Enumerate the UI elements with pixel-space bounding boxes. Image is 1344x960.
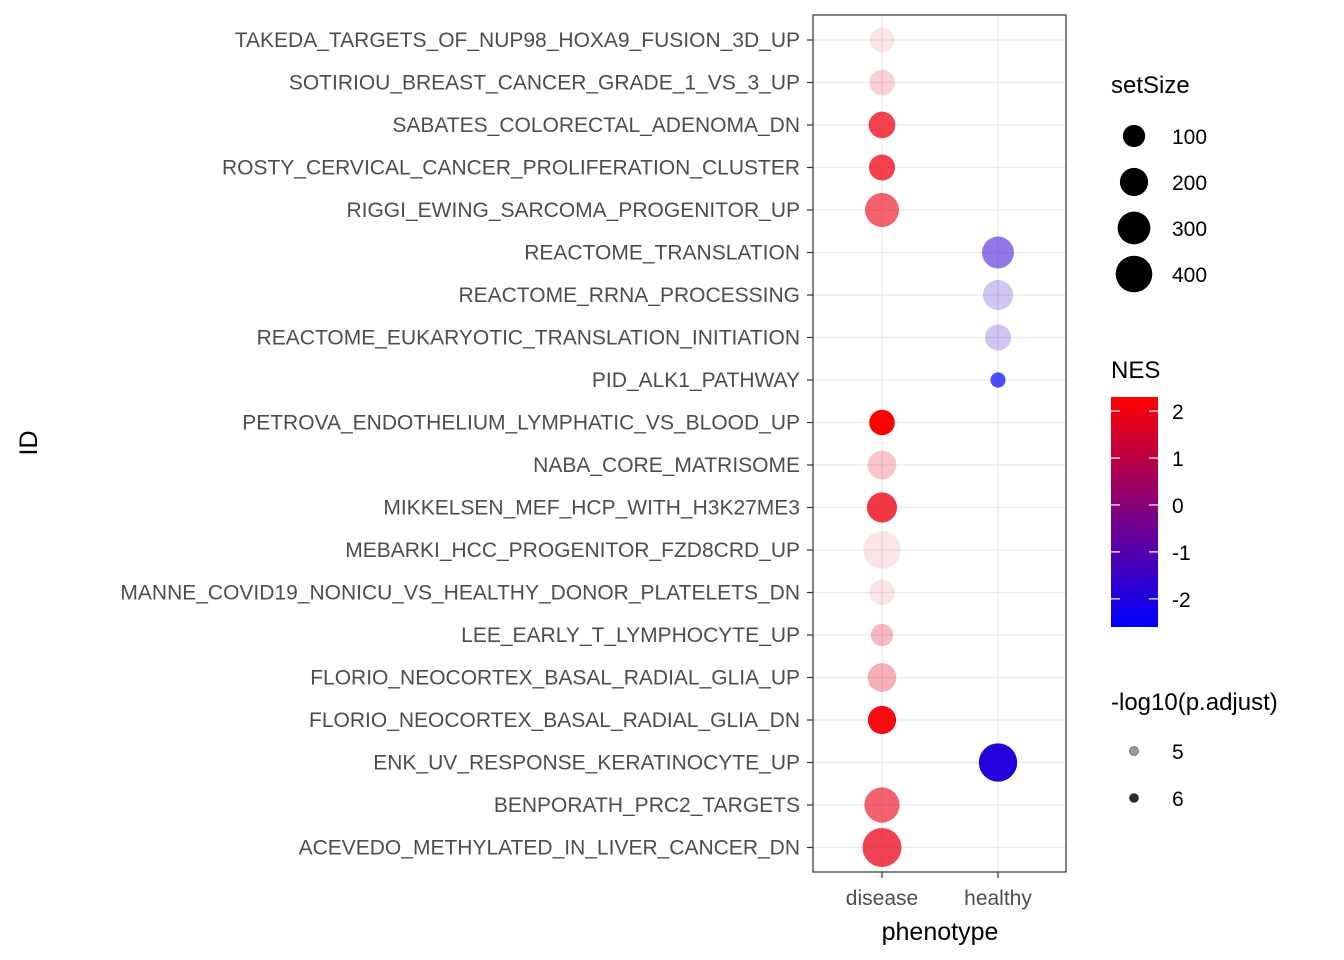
data-point: [869, 27, 895, 53]
data-point: [982, 236, 1014, 269]
y-tick-label: REACTOME_EUKARYOTIC_TRANSLATION_INITIATI…: [257, 327, 800, 350]
legend-padjust-key: [1129, 746, 1139, 756]
panel-background: [813, 15, 1066, 872]
y-tick-label: ACEVEDO_METHYLATED_IN_LIVER_CANCER_DN: [299, 837, 800, 860]
x-axis-title: phenotype: [882, 918, 999, 946]
panel-border: [812, 14, 1067, 873]
data-point: [865, 193, 899, 227]
data-point: [982, 279, 1014, 311]
legend-padjust-title: -log10(p.adjust): [1111, 689, 1278, 716]
legend-size-label: 200: [1172, 172, 1207, 195]
legend-nes-label: -1: [1172, 542, 1191, 565]
data-point: [869, 579, 895, 606]
y-tick-label: SOTIRIOU_BREAST_CANCER_GRADE_1_VS_3_UP: [289, 72, 800, 95]
data-point: [867, 663, 897, 692]
data-point: [869, 409, 895, 436]
y-tick-label: REACTOME_RRNA_PROCESSING: [458, 284, 800, 307]
y-tick-label: BENPORATH_PRC2_TARGETS: [494, 794, 800, 817]
x-tick-label: healthy: [964, 887, 1032, 910]
legend-size-label: 300: [1172, 218, 1207, 241]
data-point: [867, 705, 897, 735]
y-tick-label: PETROVA_ENDOTHELIUM_LYMPHATIC_VS_BLOOD_U…: [242, 412, 800, 435]
legend-padjust-key: [1129, 793, 1139, 803]
y-tick-label: PID_ALK1_PATHWAY: [592, 369, 800, 392]
y-tick-label: FLORIO_NEOCORTEX_BASAL_RADIAL_GLIA_DN: [309, 709, 800, 732]
legend-setsize: setSize 100 200 300 400: [1111, 72, 1207, 293]
data-points: [862, 27, 1018, 867]
nes-colorbar: [1111, 397, 1158, 627]
legend-nes: NES 2 1 0 -1 -2: [1111, 357, 1191, 627]
plot-panel: [812, 14, 1067, 873]
legend-padjust-label: 6: [1172, 788, 1184, 811]
data-point: [862, 828, 902, 867]
legend-size-key: [1115, 255, 1153, 293]
legend-padjust: -log10(p.adjust) 5 6: [1111, 689, 1278, 811]
data-point: [870, 623, 894, 647]
data-point: [868, 154, 896, 181]
y-tick-label: MEBARKI_HCC_PROGENITOR_FZD8CRD_UP: [345, 539, 800, 562]
x-axis: disease healthy: [846, 872, 1032, 910]
y-tick-label: ENK_UV_RESPONSE_KERATINOCYTE_UP: [373, 752, 800, 775]
y-tick-label: FLORIO_NEOCORTEX_BASAL_RADIAL_GLIA_UP: [310, 667, 800, 690]
y-tick-label: REACTOME_TRANSLATION: [524, 242, 800, 265]
data-point: [978, 743, 1018, 782]
data-point: [864, 787, 900, 823]
legend-size-label: 100: [1172, 126, 1207, 149]
data-point: [984, 324, 1012, 351]
data-point: [867, 450, 897, 480]
legend-size-label: 400: [1172, 264, 1207, 287]
y-tick-label: TAKEDA_TARGETS_OF_NUP98_HOXA9_FUSION_3D_…: [235, 29, 800, 52]
legend-nes-label: 1: [1172, 448, 1184, 471]
data-point: [868, 111, 896, 139]
y-axis-title: ID: [15, 431, 43, 456]
legend-nes-label: 0: [1172, 495, 1184, 518]
data-point: [990, 372, 1006, 388]
y-tick-label: RIGGI_EWING_SARCOMA_PROGENITOR_UP: [346, 199, 800, 222]
y-tick-label: SABATES_COLORECTAL_ADENOMA_DN: [392, 114, 800, 137]
y-tick-label: LEE_EARLY_T_LYMPHOCYTE_UP: [461, 624, 800, 647]
legend-size-key: [1117, 211, 1151, 245]
y-tick-label: ROSTY_CERVICAL_CANCER_PROLIFERATION_CLUS…: [222, 157, 800, 180]
legend-setsize-title: setSize: [1111, 72, 1190, 99]
data-point: [866, 492, 898, 523]
legend-size-key: [1122, 124, 1146, 148]
data-point: [869, 69, 895, 96]
y-tick-label: MANNE_COVID19_NONICU_VS_HEALTHY_DONOR_PL…: [120, 582, 800, 605]
legend-size-key: [1119, 167, 1149, 197]
legend-nes-label: -2: [1172, 589, 1191, 612]
y-tick-label: NABA_CORE_MATRISOME: [533, 454, 800, 477]
y-tick-label: MIKKELSEN_MEF_HCP_WITH_H3K27ME3: [383, 497, 800, 520]
data-point: [863, 531, 901, 569]
y-axis: ACEVEDO_METHYLATED_IN_LIVER_CANCER_DN BEN…: [120, 29, 813, 860]
legend-nes-title: NES: [1111, 357, 1160, 384]
legend-nes-label: 2: [1172, 401, 1184, 424]
x-tick-label: disease: [846, 887, 918, 910]
legend-padjust-label: 5: [1172, 741, 1184, 764]
